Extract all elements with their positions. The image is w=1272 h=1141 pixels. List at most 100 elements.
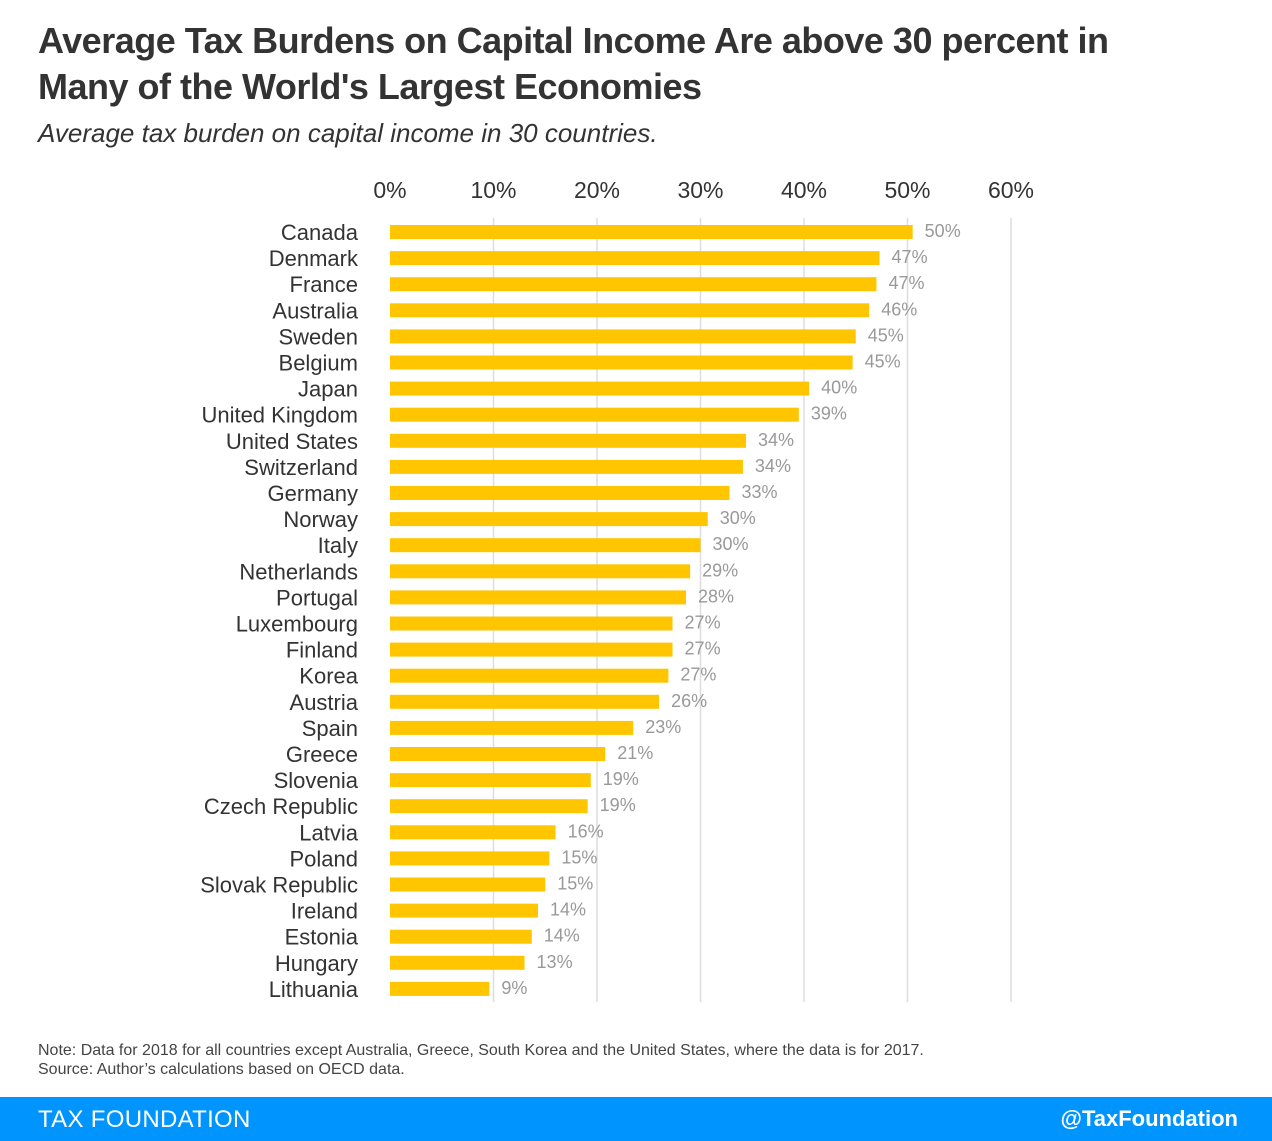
category-label: Spain xyxy=(302,716,358,741)
bar xyxy=(390,512,708,527)
x-tick-label: 60% xyxy=(988,177,1034,203)
data-label: 30% xyxy=(720,508,756,528)
data-label: 19% xyxy=(600,795,636,815)
value-labels: 50% 47% 47% 46% 45% 45% 40% 39% 34% 34% 33% 30% 30% 2… xyxy=(501,221,960,998)
chart-title: Average Tax Burdens on Capital Income Ar… xyxy=(38,20,1109,107)
category-label: Czech Republic xyxy=(204,794,358,819)
x-tick-label: 30% xyxy=(677,177,723,203)
bar xyxy=(390,538,701,553)
bar xyxy=(390,329,856,344)
bar xyxy=(390,668,669,683)
category-label: Estonia xyxy=(285,925,359,950)
x-tick-label: 50% xyxy=(884,177,930,203)
category-label: Lithuania xyxy=(269,977,359,1002)
bar xyxy=(390,903,539,918)
notes: Note: Data for 2018 for all countries ex… xyxy=(38,1041,924,1079)
data-label: 28% xyxy=(698,586,734,606)
data-label: 23% xyxy=(645,717,681,737)
bar xyxy=(390,851,550,866)
bar xyxy=(390,355,853,370)
data-label: 27% xyxy=(680,665,716,685)
bar xyxy=(390,642,673,657)
data-label: 39% xyxy=(811,404,847,424)
category-labels: CanadaDenmarkFranceAustraliaSwedenBelgiu… xyxy=(200,220,359,1002)
twitter-handle[interactable]: @TaxFoundation xyxy=(1060,1106,1238,1131)
data-label: 45% xyxy=(865,352,901,372)
bar xyxy=(390,303,870,318)
category-label: Luxembourg xyxy=(236,612,358,637)
source-text: Source: Author’s calculations based on O… xyxy=(38,1061,405,1078)
data-label: 30% xyxy=(713,534,749,554)
category-label: Australia xyxy=(272,298,358,323)
bar xyxy=(390,381,810,396)
data-label: 9% xyxy=(501,978,527,998)
bars xyxy=(390,225,913,996)
x-tick-label: 0% xyxy=(373,177,406,203)
bar xyxy=(390,877,546,892)
data-label: 47% xyxy=(892,247,928,267)
x-tick-label: 40% xyxy=(781,177,827,203)
bar xyxy=(390,981,490,996)
note-text: Note: Data for 2018 for all countries ex… xyxy=(38,1042,924,1059)
category-label: Netherlands xyxy=(239,559,358,584)
data-label: 14% xyxy=(550,900,586,920)
data-label: 29% xyxy=(702,560,738,580)
category-label: United States xyxy=(226,429,358,454)
data-label: 15% xyxy=(561,847,597,867)
data-label: 15% xyxy=(557,874,593,894)
category-label: Japan xyxy=(298,377,358,402)
bar xyxy=(390,825,556,840)
data-label: 26% xyxy=(671,691,707,711)
category-label: Denmark xyxy=(269,246,359,271)
data-label: 34% xyxy=(755,456,791,476)
data-label: 14% xyxy=(544,926,580,946)
bar xyxy=(390,251,880,266)
data-label: 46% xyxy=(881,299,917,319)
category-label: Belgium xyxy=(279,351,358,376)
data-label: 50% xyxy=(925,221,961,241)
category-label: Germany xyxy=(268,481,358,506)
data-label: 27% xyxy=(685,639,721,659)
bar xyxy=(390,955,525,970)
bar xyxy=(390,486,730,500)
category-label: Ireland xyxy=(291,899,358,924)
bar xyxy=(390,459,743,474)
data-label: 19% xyxy=(603,769,639,789)
bar xyxy=(390,225,913,239)
x-axis-ticks: 0% 10% 20% 30% 40% 50% 60% xyxy=(373,177,1034,203)
category-label: United Kingdom xyxy=(201,403,358,428)
bar xyxy=(390,799,588,814)
category-label: Slovak Republic xyxy=(200,873,358,898)
category-label: Korea xyxy=(299,664,358,689)
category-label: Poland xyxy=(289,846,358,871)
gridlines xyxy=(492,218,1012,1002)
data-label: 47% xyxy=(888,273,924,293)
data-label: 21% xyxy=(617,743,653,763)
bar xyxy=(390,747,606,761)
category-label: Norway xyxy=(283,507,358,532)
category-label: Greece xyxy=(286,742,358,767)
bar xyxy=(390,929,532,944)
category-label: Latvia xyxy=(299,820,358,845)
bar xyxy=(390,407,799,422)
chart-subtitle: Average tax burden on capital income in … xyxy=(38,118,658,148)
category-label: Sweden xyxy=(278,324,358,349)
bar xyxy=(390,720,634,735)
bar xyxy=(390,590,687,605)
x-tick-label: 10% xyxy=(470,177,516,203)
bar xyxy=(390,694,660,709)
category-label: Portugal xyxy=(276,585,358,610)
brand-name: TAX FOUNDATION xyxy=(38,1106,251,1133)
bar xyxy=(390,616,673,631)
category-label: Italy xyxy=(318,533,358,558)
category-label: Austria xyxy=(290,690,359,715)
category-label: Switzerland xyxy=(244,455,358,480)
data-label: 16% xyxy=(568,821,604,841)
x-tick-label: 20% xyxy=(574,177,620,203)
category-label: Hungary xyxy=(275,951,358,976)
category-label: Slovenia xyxy=(274,768,359,793)
data-label: 45% xyxy=(868,325,904,345)
data-label: 27% xyxy=(685,613,721,633)
category-label: Finland xyxy=(286,638,358,663)
footer-bar: TAX FOUNDATION @TaxFoundation xyxy=(0,1097,1272,1141)
